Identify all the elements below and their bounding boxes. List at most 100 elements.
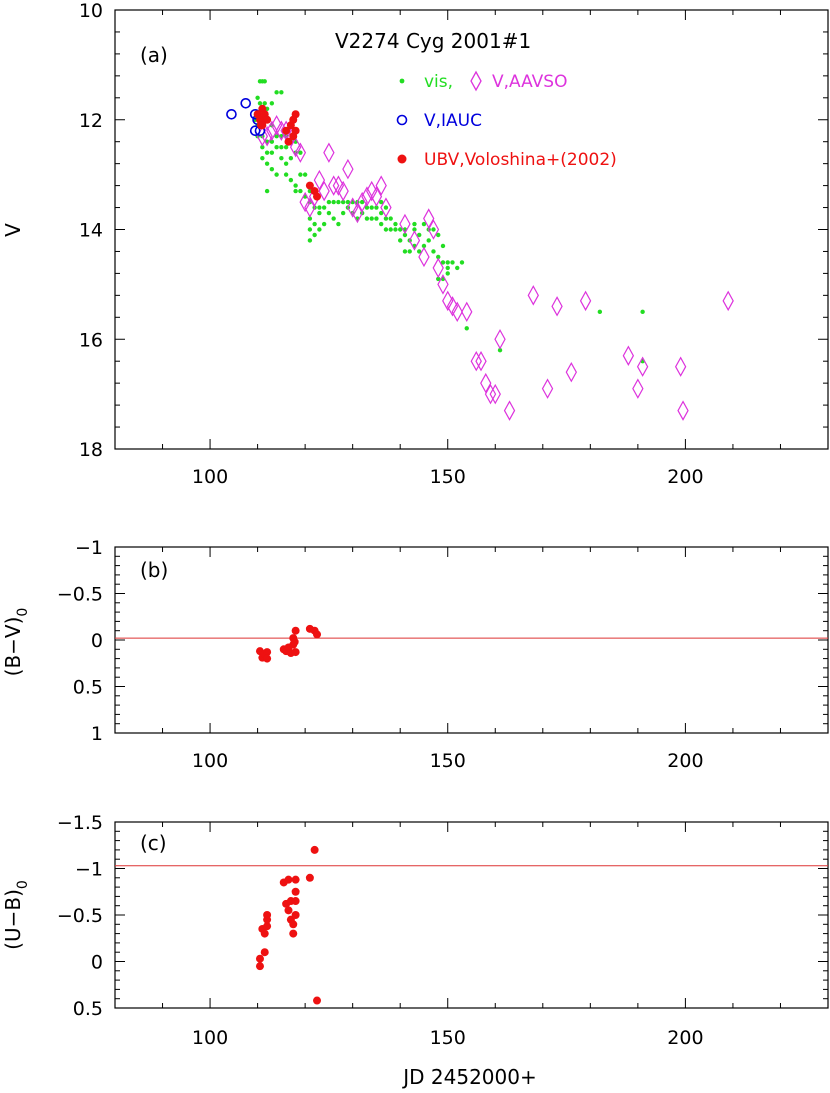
vis-point (364, 216, 370, 221)
vis-point (264, 188, 270, 194)
panel-c-label: (c) (140, 831, 167, 855)
panel-a-frame (114, 9, 829, 450)
vis-point (317, 210, 322, 216)
aavso-point (423, 208, 435, 229)
vis-point (393, 221, 398, 227)
vis-point (269, 101, 275, 106)
aavso-point (399, 213, 411, 235)
vis-point (436, 232, 441, 238)
vis-point (393, 227, 398, 232)
vis-point (497, 348, 503, 353)
y-tick-label: −1.5 (57, 812, 103, 834)
x-tick-label: 100 (192, 750, 228, 772)
aavso-point (427, 219, 440, 240)
aavso-point (722, 290, 734, 312)
voloshina-point (291, 648, 300, 657)
vis-point (359, 199, 365, 205)
legend-vis-label: vis, (424, 72, 453, 92)
aavso-point (674, 356, 687, 377)
voloshina-point (313, 996, 322, 1005)
vis-point (307, 238, 313, 243)
panel-a-label: (a) (140, 43, 168, 67)
vis-point (369, 205, 374, 210)
aavso-point (342, 158, 354, 180)
legend-voloshina-label: UBV,Voloshina+(2002) (424, 150, 617, 170)
vis-point (293, 183, 298, 188)
x-tick-label: 100 (192, 466, 228, 488)
aavso-point (480, 372, 492, 394)
vis-point (455, 265, 460, 271)
aavso-point (484, 383, 497, 405)
vis-point (274, 172, 279, 177)
vis-point (378, 221, 384, 227)
vis-point (464, 326, 469, 331)
vis-point (262, 79, 267, 84)
legend-aavso-label: V,AAVSO (492, 72, 567, 92)
aavso-point (289, 136, 302, 158)
panel-c-ylabel-main: (U−B) (1, 889, 25, 950)
aavso-point (636, 356, 649, 377)
voloshina-point (284, 906, 293, 915)
vis-point (279, 90, 284, 95)
vis-point (269, 150, 275, 155)
vis-point (269, 166, 275, 172)
aavso-point (408, 230, 421, 251)
vis-point (440, 243, 446, 249)
aavso-point (432, 257, 444, 279)
vis-point (340, 210, 346, 216)
aavso-point (494, 329, 506, 350)
vis-point (298, 188, 303, 194)
vis-point (312, 232, 317, 238)
vis-point (269, 139, 275, 144)
vis-point (326, 199, 332, 205)
aavso-point (470, 350, 482, 372)
y-tick-label: −0.5 (57, 905, 103, 927)
vis-point (293, 188, 298, 194)
aavso-point (579, 290, 592, 312)
aavso-point (551, 296, 563, 317)
vis-point (257, 101, 263, 106)
voloshina-point (282, 126, 291, 135)
voloshina-point (291, 126, 300, 135)
vis-point (312, 221, 317, 227)
aavso-point (632, 378, 644, 399)
vis-point (450, 260, 455, 265)
vis-point (336, 199, 341, 205)
y-tick-label: 12 (79, 110, 103, 132)
vis-point (340, 199, 346, 205)
vis-point (307, 227, 313, 232)
vis-point (364, 205, 370, 210)
vis-point (431, 249, 436, 254)
vis-point (345, 199, 351, 205)
voloshina-point (291, 887, 300, 896)
x-tick-label: 150 (430, 1027, 466, 1049)
voloshina-point (305, 873, 314, 882)
aavso-point (451, 301, 463, 323)
aavso-point (380, 197, 392, 218)
aavso-point (565, 361, 578, 383)
y-tick-label: 0 (91, 952, 103, 974)
aavso-point (351, 202, 364, 224)
y-tick-label: 1 (91, 723, 103, 745)
y-tick-label: −1 (75, 859, 103, 881)
panel-a-data-marks (226, 79, 734, 421)
vis-point (383, 227, 389, 232)
panel-b-ticks: 100 150 200 −1 −0.5 0 0.5 1 (57, 537, 829, 772)
vis-point (317, 205, 322, 210)
vis-point (440, 260, 446, 265)
vis-point (402, 232, 408, 238)
voloshina-point (291, 911, 300, 919)
aavso-point (266, 120, 278, 141)
aavso-point (299, 191, 311, 213)
vis-point (378, 210, 384, 216)
panel-c-y-axis-title: (U−B)0 (1, 880, 31, 950)
vis-point (317, 227, 322, 232)
vis-point (298, 172, 303, 177)
legend-iauc-label: V,IAUC (424, 111, 482, 131)
voloshina-point (313, 630, 322, 639)
vis-point (283, 172, 289, 177)
vis-point (421, 243, 427, 249)
vis-point (331, 199, 336, 205)
panel-b-b-minus-v: 100 150 200−1−0.500.51 (b) (B−V)0 (1, 537, 829, 772)
voloshina-point (263, 922, 272, 931)
